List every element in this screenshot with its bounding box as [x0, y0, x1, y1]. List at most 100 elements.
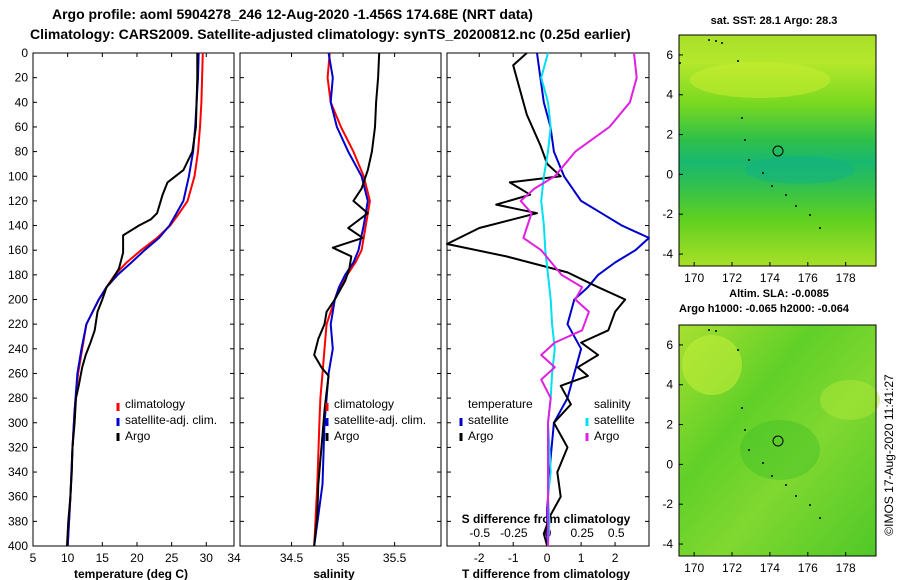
series-line-s-satellite	[540, 52, 556, 547]
x-tick-label: 1	[578, 551, 585, 565]
depth-tick-label: 60	[15, 120, 29, 134]
depth-tick-label: 280	[8, 391, 28, 405]
map-x-tick-label: 178	[836, 561, 856, 575]
depth-tick-label: 340	[8, 465, 28, 479]
depth-tick-label: 180	[8, 268, 28, 282]
series-line-t-satellite	[536, 52, 650, 546]
x-tick-label: 25	[165, 551, 179, 565]
map-y-tick-label: 2	[666, 128, 673, 142]
map-x-tick-label: 170	[684, 561, 704, 575]
x-tick-label: 35.5	[383, 551, 407, 565]
depth-tick-label: 400	[8, 539, 28, 553]
sla-argo-location-marker	[772, 435, 784, 447]
series-line-climatology	[66, 52, 204, 547]
map-x-tick-label: 174	[760, 271, 780, 285]
depth-tick-label: 140	[8, 219, 28, 233]
legend-salinity-title: salinity	[594, 397, 631, 411]
depth-tick-label: 260	[8, 366, 28, 380]
temperature-legend: climatology satellite-adj. clim. Argo	[116, 397, 217, 443]
temperature-x-axis: 5 10 15 20 25 30 34	[30, 53, 241, 565]
map-y-tick-label: -4	[662, 537, 673, 551]
series-line-argo	[66, 53, 199, 547]
depth-tick-label: 120	[8, 194, 28, 208]
sla-map-frame	[678, 324, 877, 557]
series-line-argo	[313, 52, 381, 547]
depth-axis: 0 20 40 60 80 100 120 140 160 180 200 220 240 260 280 3…	[8, 46, 649, 553]
depth-tick-label: 360	[8, 490, 28, 504]
sst-map-y-axis: 6 4 2 0 -2 -4	[662, 48, 683, 261]
depth-tick-label: 80	[15, 145, 29, 159]
sst-warm-patch	[690, 62, 830, 98]
temperature-panel-frame	[32, 52, 235, 547]
title-line-1: Argo profile: aoml 5904278_246 12-Aug-20…	[52, 6, 533, 22]
map-x-tick-label: 170	[684, 271, 704, 285]
series-line-s-argo	[519, 52, 638, 546]
map-y-tick-label: -2	[662, 207, 673, 221]
temperature-series	[66, 52, 204, 547]
series-line-satellite-adj-clim-	[66, 52, 200, 547]
legend-temperature-title: temperature	[468, 397, 533, 411]
x-tick-label: 35	[336, 551, 350, 565]
map-y-tick-label: -2	[662, 497, 673, 511]
map-y-tick-label: 4	[666, 378, 673, 392]
temperature-axis-label: temperature (deg C)	[74, 567, 188, 580]
x-tick-label: 10	[61, 551, 75, 565]
difference-x-axis: -2 -1 0 1 2	[474, 53, 619, 565]
legend-s-satellite: satellite	[594, 413, 635, 427]
depth-tick-label: 20	[15, 71, 29, 85]
sla-map-title-2: Argo h1000: -0.065 h2000: -0.064	[679, 303, 850, 315]
credit-text: ©IMOS 17-Aug-2020 11:41:27	[882, 374, 896, 536]
depth-tick-label: 100	[8, 169, 28, 183]
legend-argo: Argo	[125, 429, 151, 443]
salinity-difference-top-axis: -0.5 -0.25 0 0.25 0.5	[469, 526, 624, 540]
x-tick-label: -0.5	[469, 526, 490, 540]
sla-high-patch	[820, 380, 880, 420]
salinity-legend: climatology satellite-adj. clim. Argo	[325, 397, 426, 443]
map-y-tick-label: 2	[666, 418, 673, 432]
depth-tick-label: 40	[15, 95, 29, 109]
x-tick-label: 0.5	[608, 526, 625, 540]
map-y-tick-label: 6	[666, 48, 673, 62]
depth-tick-label: 220	[8, 317, 28, 331]
legend-s-argo: Argo	[594, 429, 620, 443]
depth-tick-label: 0	[21, 46, 28, 60]
x-tick-label: -2	[474, 551, 485, 565]
sst-map-x-axis: 170 172 174 176 178	[684, 262, 856, 285]
legend-argo: Argo	[334, 429, 360, 443]
map-x-tick-label: 172	[722, 271, 742, 285]
x-tick-label: 20	[130, 551, 144, 565]
depth-tick-label: 240	[8, 342, 28, 356]
legend-t-argo: Argo	[468, 429, 494, 443]
sla-high-patch	[682, 335, 742, 395]
legend-t-satellite: satellite	[468, 413, 509, 427]
salinity-difference-axis-label: S difference from climatology	[462, 512, 631, 526]
map-x-tick-label: 174	[760, 561, 780, 575]
sla-islands	[708, 329, 821, 519]
legend-climatology: climatology	[125, 397, 185, 411]
map-x-tick-label: 176	[798, 271, 818, 285]
legend-satellite: satellite-adj. clim.	[334, 413, 426, 427]
title-line-2: Climatology: CARS2009. Satellite-adjuste…	[30, 26, 631, 42]
map-y-tick-label: 0	[666, 167, 673, 181]
map-x-tick-label: 172	[722, 561, 742, 575]
salinity-x-axis: 34.5 35 35.5	[280, 53, 407, 565]
x-tick-label: 15	[96, 551, 110, 565]
legend-satellite: satellite-adj. clim.	[125, 413, 217, 427]
map-x-tick-label: 176	[798, 561, 818, 575]
sst-cool-patch	[745, 156, 855, 184]
difference-axis-label: T difference from climatology	[462, 567, 630, 580]
difference-legend: temperature satellite Argo salinity sate…	[459, 397, 635, 443]
difference-series	[446, 52, 650, 547]
depth-tick-label: 320	[8, 440, 28, 454]
sst-argo-location-marker	[772, 145, 784, 157]
x-tick-label: 2	[612, 551, 619, 565]
sla-low-patch	[740, 420, 820, 480]
depth-tick-label: 300	[8, 416, 28, 430]
depth-tick-label: 160	[8, 243, 28, 257]
x-tick-label: 5	[30, 551, 37, 565]
depth-tick-label: 380	[8, 514, 28, 528]
sla-map-title-1: Altim. SLA: -0.0085	[729, 288, 829, 300]
legend-climatology: climatology	[334, 397, 394, 411]
x-tick-label: -0.25	[500, 526, 528, 540]
